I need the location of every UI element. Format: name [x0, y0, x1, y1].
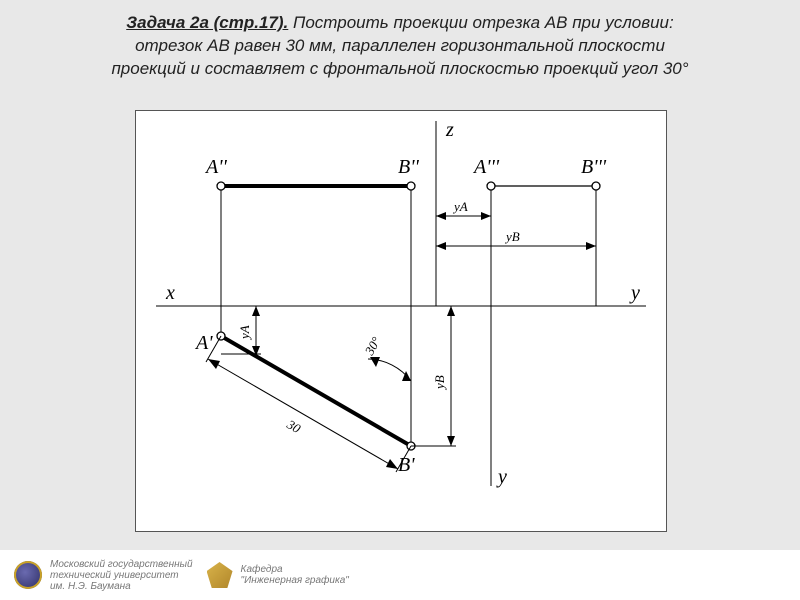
dim-yB-prof-label: yB [504, 229, 520, 244]
y-axis-label: y [629, 282, 640, 304]
dept-line1: Кафедра [241, 564, 349, 575]
uni-line3: им. Н.Э. Баумана [50, 581, 193, 592]
point-B2 [407, 182, 415, 190]
label-B3: B''' [581, 156, 607, 178]
dim-yB-h-a1 [447, 306, 455, 316]
point-A3 [487, 182, 495, 190]
dim-30-line [208, 359, 398, 469]
university-emblem-icon [14, 561, 42, 589]
dept-line2: "Инженерная графика" [241, 575, 349, 586]
uni-line2: технический университет [50, 570, 193, 581]
point-B3 [592, 182, 600, 190]
dim-30-arrow-l [208, 359, 220, 369]
diagram-figure: x y z y A'' B'' A''' B''' yA yB [135, 110, 667, 532]
footer: Московский государственный технический у… [0, 550, 800, 600]
angle-arrow1 [370, 357, 380, 367]
segment-horiz [221, 336, 411, 446]
angle-label: 30° [361, 334, 384, 358]
uni-line1: Московский государственный [50, 559, 193, 570]
title-lead: Задача 2а (стр.17). [126, 13, 288, 32]
point-A2 [217, 182, 225, 190]
label-B2: B'' [398, 156, 419, 178]
dim-yB-h-a2 [447, 436, 455, 446]
department-emblem-icon [207, 562, 233, 588]
label-A2: A'' [204, 156, 227, 178]
arrow-yB-l [436, 242, 446, 250]
title-line3: проекций и составляет с фронтальной плос… [111, 59, 688, 78]
title-rest1: Построить проекции отрезка АВ при услови… [288, 13, 673, 32]
title-line2: отрезок АВ равен 30 мм, параллелен гориз… [135, 36, 665, 55]
diagram-svg: x y z y A'' B'' A''' B''' yA yB [136, 111, 666, 531]
y2-axis-label: y [496, 466, 507, 488]
dim-yB-h-label: yB [432, 375, 447, 391]
dim-yA-h-a1 [252, 306, 260, 316]
arrow-yB-r [586, 242, 596, 250]
z-axis-label: z [445, 119, 454, 141]
arrow-yA-l [436, 212, 446, 220]
label-A3: A''' [472, 156, 500, 178]
footer-department: Кафедра "Инженерная графика" [207, 562, 349, 588]
x-axis-label: x [165, 282, 175, 304]
footer-university: Московский государственный технический у… [14, 559, 193, 592]
problem-title: Задача 2а (стр.17). Построить проекции о… [40, 12, 760, 81]
arrow-yA-r [481, 212, 491, 220]
label-A1: A' [194, 332, 213, 354]
dim-yA-prof-label: yA [452, 199, 468, 214]
dim-30-arrow-r [386, 459, 398, 469]
dim-30-label: 30 [284, 416, 304, 436]
dim-yA-h-label: yA [237, 325, 252, 341]
